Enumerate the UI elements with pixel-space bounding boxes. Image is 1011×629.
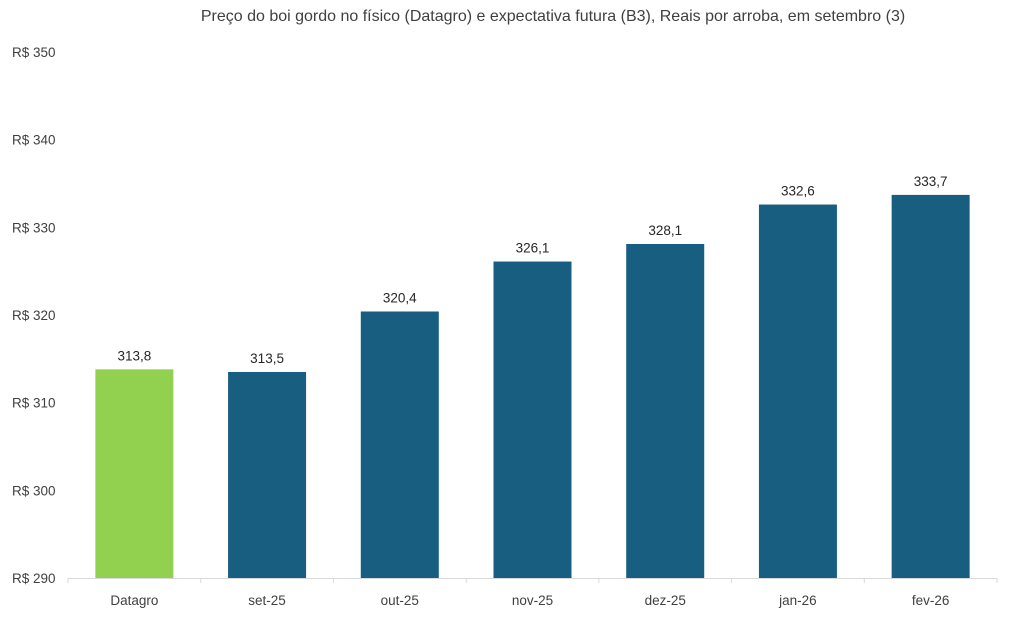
bar-dez-25 — [626, 243, 705, 579]
bar-jan-26 — [758, 204, 837, 579]
y-tick-label: R$ 320 — [12, 308, 56, 323]
bar-nov-25 — [493, 261, 572, 578]
data-labels: 313,8 313,5 320,4 326,1 328,1 332,6 333,7 — [117, 174, 947, 366]
y-tick-label: R$ 310 — [12, 396, 56, 411]
x-axis — [67, 578, 998, 583]
chart-title: Preço do boi gordo no físico (Datagro) e… — [200, 8, 906, 25]
data-label: 313,5 — [250, 351, 284, 366]
x-tick-label: nov-25 — [512, 593, 553, 608]
bars — [95, 194, 970, 579]
x-tick-label: jan-26 — [778, 593, 817, 608]
bar-out-25 — [360, 311, 439, 578]
data-label: 313,8 — [117, 348, 151, 363]
y-tick-label: R$ 300 — [12, 483, 56, 498]
bar-Datagro — [95, 369, 174, 578]
y-axis-ticks: R$ 290 R$ 300 R$ 310 R$ 320 R$ 330 R$ 340 R$ 3… — [12, 45, 56, 586]
x-tick-label: set-25 — [248, 593, 286, 608]
x-tick-label: dez-25 — [645, 593, 686, 608]
data-label: 328,1 — [648, 223, 682, 238]
bar-fev-26 — [891, 194, 970, 578]
x-axis-labels: Datagro set-25 out-25 nov-25 dez-25 jan-26 fev… — [110, 593, 949, 608]
y-tick-label: R$ 340 — [12, 133, 56, 148]
x-tick-label: fev-26 — [912, 593, 950, 608]
x-tick-label: Datagro — [110, 593, 158, 608]
bar-set-25 — [228, 371, 307, 578]
y-tick-label: R$ 290 — [12, 571, 56, 586]
x-tick-label: out-25 — [381, 593, 419, 608]
data-label: 332,6 — [781, 184, 815, 199]
data-label: 333,7 — [914, 174, 948, 189]
y-tick-label: R$ 350 — [12, 45, 56, 60]
data-label: 326,1 — [516, 241, 550, 256]
data-label: 320,4 — [383, 290, 417, 305]
y-tick-label: R$ 330 — [12, 220, 56, 235]
